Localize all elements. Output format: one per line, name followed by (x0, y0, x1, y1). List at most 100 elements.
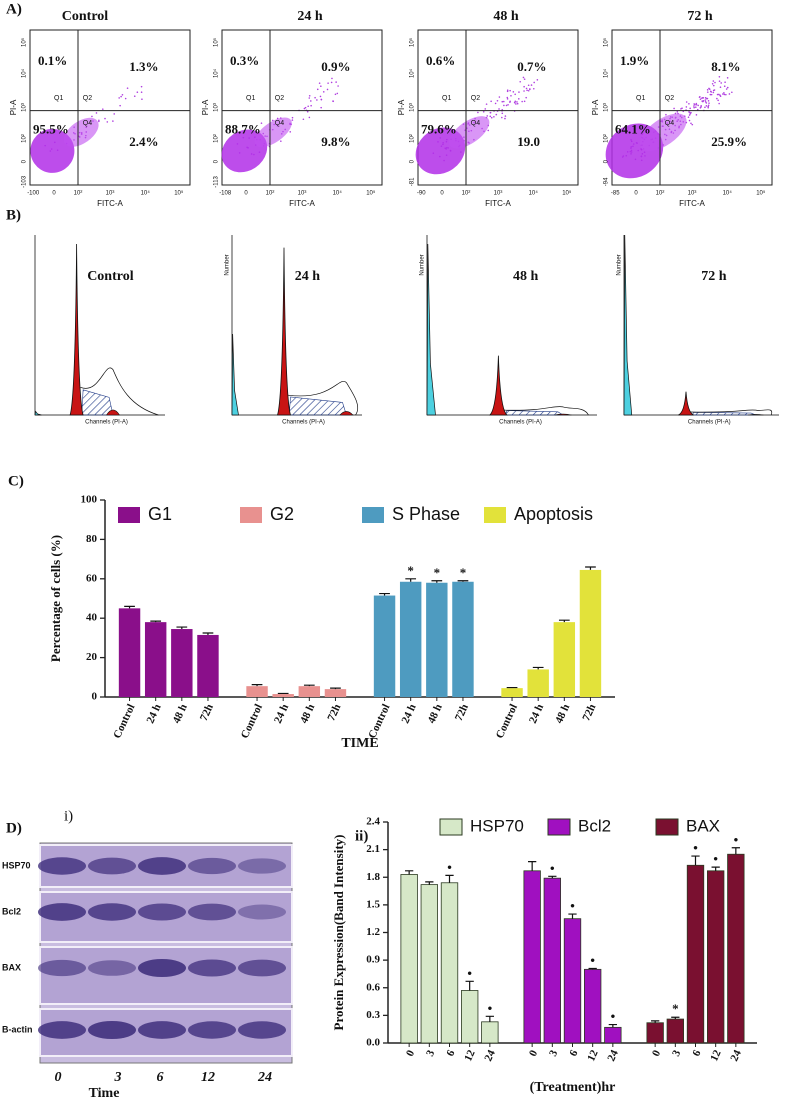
x-tick-label: 10³ (106, 191, 115, 197)
event-dot (106, 121, 109, 123)
bar (246, 686, 268, 697)
quadrant-name: Q2 (665, 95, 674, 102)
x-tick-label: 72h (325, 702, 343, 723)
g2-peak (105, 409, 121, 416)
quadrant-value: 79.6% (421, 122, 457, 137)
debris-peak (34, 410, 42, 416)
y-tick-label: 0.9 (366, 954, 380, 966)
event-dot (124, 97, 127, 100)
event-dot (512, 91, 515, 93)
event-dot (693, 103, 695, 105)
event-dot (141, 98, 143, 101)
event-dot (490, 100, 492, 103)
event-dot (95, 112, 98, 114)
event-dot (509, 89, 511, 92)
x-tick-label: 0 (527, 1048, 540, 1059)
y-tick-label: 0 (92, 691, 98, 703)
event-dot (704, 99, 707, 101)
event-dot (721, 93, 724, 95)
blot-band (138, 903, 186, 921)
event-cloud (254, 117, 292, 148)
event-dot (514, 93, 516, 96)
event-dot (482, 110, 485, 113)
event-dot (711, 83, 714, 85)
x-tick-label: 0 (440, 191, 444, 197)
bar (563, 918, 582, 1044)
event-dot (702, 100, 704, 103)
blot-band (238, 858, 286, 874)
event-dot (689, 112, 692, 115)
blot-band (188, 1021, 236, 1039)
y-axis-label: Protein Expression(Band Intensity) (331, 835, 346, 1031)
error-bar (124, 605, 135, 609)
legend-label: G1 (148, 504, 172, 524)
event-dot (687, 116, 690, 119)
x-tick-label: 10² (74, 191, 83, 197)
y-tick-label: 10⁴ (409, 68, 416, 78)
event-dot (688, 114, 691, 116)
event-dot (525, 96, 527, 99)
y-axis-label: PI-A (397, 99, 406, 115)
bar (426, 582, 448, 697)
x-tick-label: 10⁴ (333, 190, 343, 197)
event-dot (688, 111, 690, 113)
event-dot (319, 95, 322, 98)
event-dot (704, 106, 706, 109)
event-dot (716, 93, 719, 96)
x-tick-label: 24 h (527, 702, 546, 725)
y-tick-label: 10⁵ (409, 37, 416, 47)
x-tick-label: 10⁵ (756, 190, 766, 197)
plot-title: Control (62, 9, 109, 24)
event-dot (676, 111, 679, 113)
g1-peak (276, 247, 292, 416)
event-dot (706, 97, 708, 100)
y-tick-label: -113 (214, 175, 220, 187)
event-dot (695, 102, 698, 105)
significance-mark: • (467, 965, 472, 980)
x-tick-label: -85 (611, 191, 620, 197)
significance-mark: • (488, 1000, 493, 1015)
error-bar (731, 847, 740, 855)
event-dot (291, 119, 294, 121)
event-dot (726, 86, 729, 89)
error-bar (558, 619, 570, 623)
event-dot (708, 102, 710, 104)
event-dot (495, 113, 498, 116)
error-bar (711, 866, 720, 871)
y-tick-label: 10⁵ (213, 37, 220, 47)
x-tick-label: 0 (650, 1048, 663, 1059)
g1-peak (69, 243, 84, 416)
event-dot (322, 91, 325, 93)
event-dot (506, 98, 509, 100)
x-tick-label: 10³ (298, 191, 307, 197)
event-dot (113, 113, 116, 115)
x-tick-label: -90 (417, 191, 426, 197)
significance-mark: • (713, 851, 718, 866)
y-tick-label: -94 (604, 177, 610, 186)
bar (420, 884, 438, 1044)
blot-band (188, 903, 236, 921)
event-dot (699, 98, 702, 100)
event-dot (723, 93, 726, 96)
significance-mark: * (460, 565, 467, 580)
quadrant-value: 2.4% (129, 134, 158, 149)
event-dot (310, 104, 312, 107)
panel-label: D) (6, 820, 22, 836)
event-dot (694, 106, 697, 108)
event-dot (332, 100, 334, 102)
y-tick-label: 1.2 (366, 926, 380, 938)
g1-peak (488, 355, 508, 416)
x-tick-label: 10² (462, 191, 471, 197)
error-bar (425, 881, 434, 885)
x-axis-label: FITC-A (289, 199, 315, 208)
quadrant-value: 0.3% (230, 53, 259, 68)
x-tick-label: 10² (266, 191, 275, 197)
bar (373, 595, 396, 697)
blot-band (38, 1021, 86, 1039)
y-tick-label: 2.1 (366, 843, 380, 855)
y-axis-label: Number (225, 254, 231, 275)
event-dot (717, 99, 719, 102)
x-axis-label: Channels (PI-A) (282, 420, 325, 426)
event-dot (726, 77, 729, 79)
